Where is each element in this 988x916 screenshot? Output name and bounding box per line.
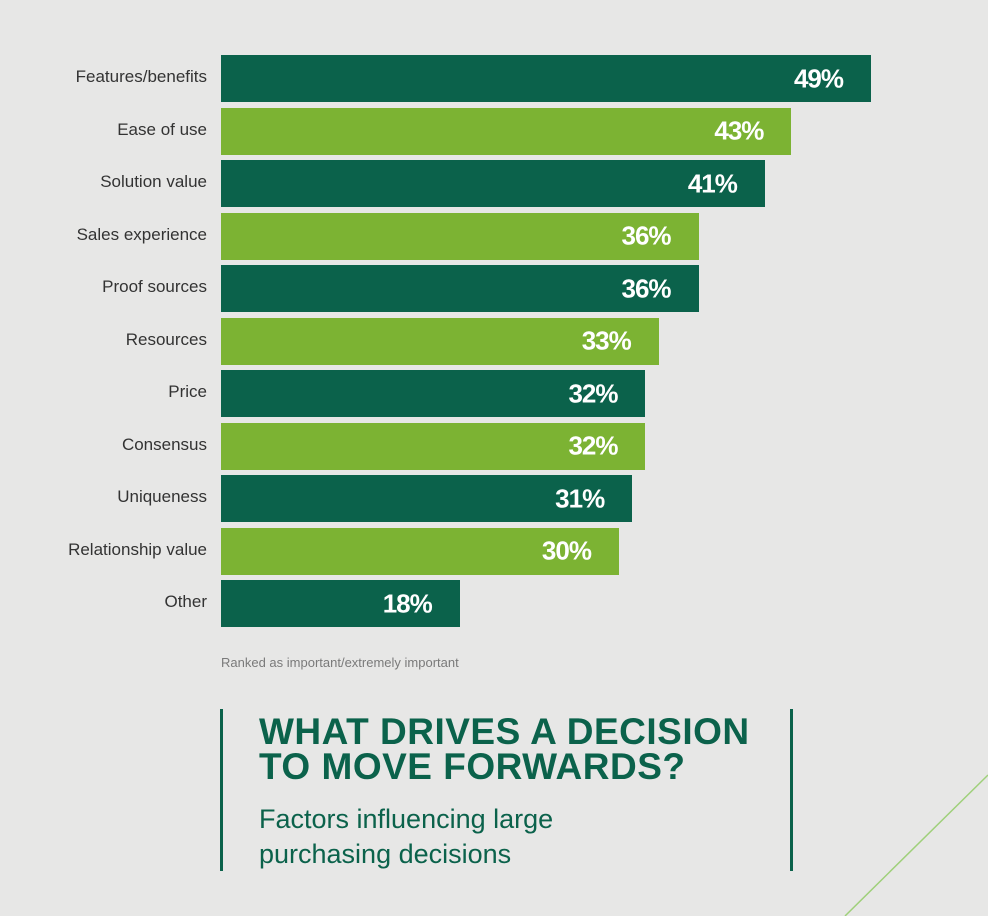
category-label: Consensus [121, 434, 207, 454]
category-label: Features/benefits [75, 67, 207, 86]
right-divider [790, 709, 793, 871]
chart-note: Ranked as important/extremely important [221, 655, 459, 670]
chart-subtitle: Factors influencing large purchasing dec… [259, 804, 554, 869]
left-divider [220, 709, 223, 871]
category-label: Relationship value [68, 539, 207, 559]
bar: 32% [221, 422, 646, 470]
value-label: 36% [621, 273, 672, 303]
bar: 43% [221, 107, 792, 155]
bar: 33% [221, 317, 659, 365]
value-label: 31% [555, 483, 605, 513]
value-label: 32% [568, 378, 618, 408]
category-label: Price [168, 382, 207, 401]
bar-chart: Features/benefits 49% Ease of use 43% Soluti… [68, 55, 871, 627]
category-label: Sales experience [76, 224, 207, 244]
bar: 31% [221, 475, 633, 522]
bar: 41% [221, 160, 765, 207]
bar: 36% [221, 212, 699, 260]
chart-title: WHAT DRIVES A DECISION TO MOVE FORWARDS? [259, 711, 750, 787]
bar: 36% [221, 265, 699, 312]
value-label: 18% [382, 588, 433, 618]
value-label: 32% [568, 430, 618, 461]
bar: 49% [221, 55, 871, 102]
category-label: Resources [125, 329, 207, 349]
value-label: 36% [621, 220, 672, 251]
value-label: 33% [581, 325, 632, 356]
value-label: 43% [714, 115, 764, 146]
category-label: Other [164, 592, 207, 611]
value-label: 41% [687, 168, 738, 198]
category-label: Solution value [100, 172, 207, 191]
bar: 18% [221, 580, 460, 627]
category-label: Uniqueness [117, 487, 207, 506]
value-label: 30% [541, 535, 592, 566]
category-label: Proof sources [102, 277, 207, 296]
value-label: 49% [793, 63, 844, 93]
category-label: Ease of use [117, 119, 207, 139]
bar: 32% [221, 370, 646, 417]
bar: 30% [221, 527, 619, 575]
